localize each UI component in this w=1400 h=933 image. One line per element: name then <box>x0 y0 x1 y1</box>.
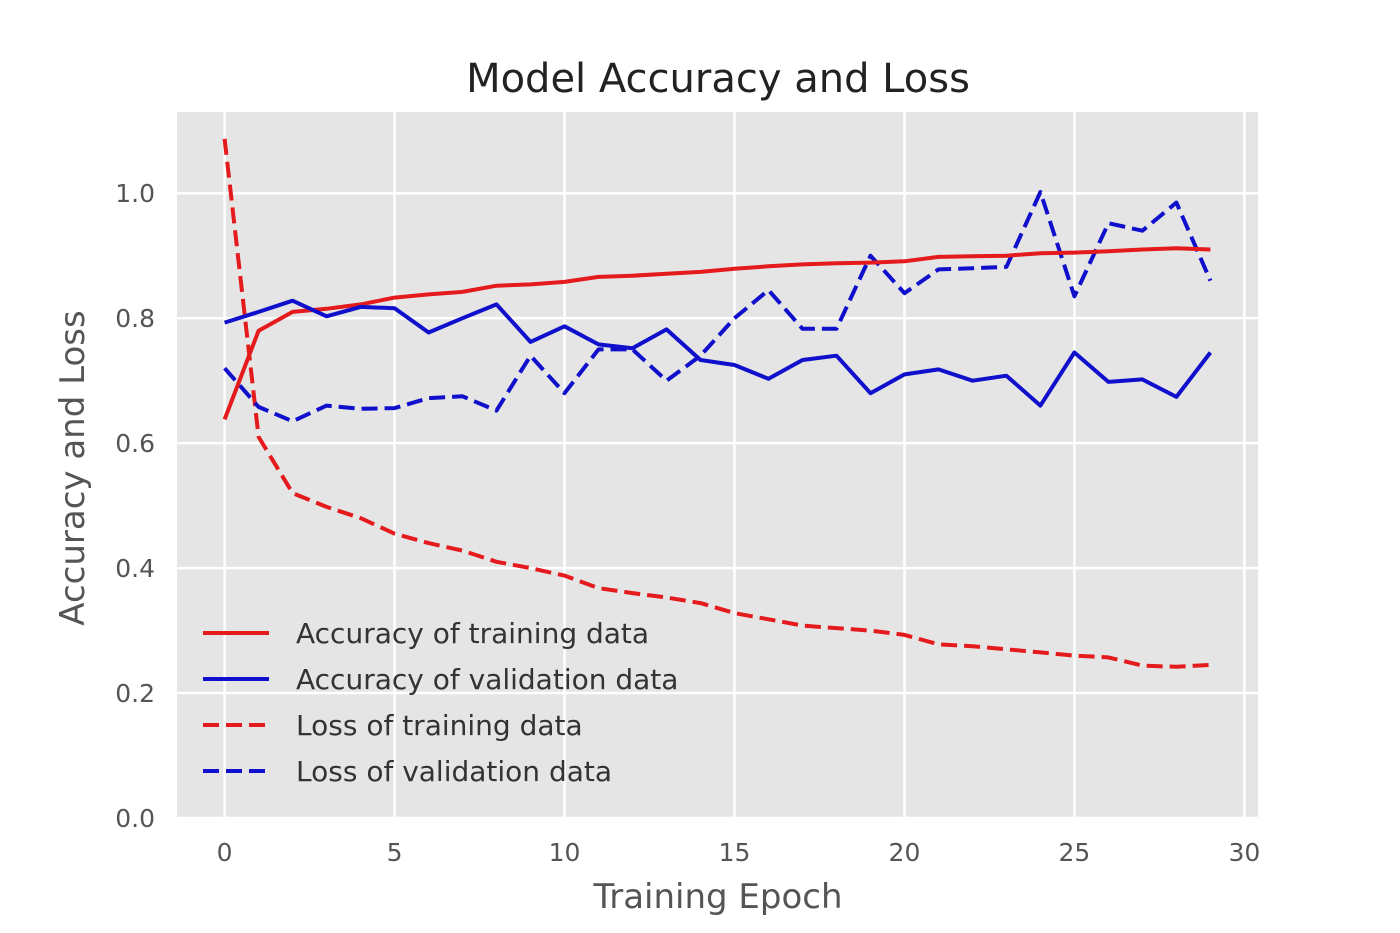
series-line-4 <box>223 190 1213 424</box>
y-tick-label: 0.4 <box>115 554 155 583</box>
y-axis-label: Accuracy and Loss <box>53 310 93 625</box>
y-tick-label: 0.2 <box>115 679 155 708</box>
plot-area <box>177 112 1258 818</box>
y-tick-label: 0.0 <box>115 804 155 833</box>
x-tick-label: 5 <box>387 838 403 867</box>
legend-label-3: Loss of training data <box>296 709 583 742</box>
grid <box>177 112 1258 820</box>
y-tick-label: 0.8 <box>115 304 155 333</box>
x-tick-label: 15 <box>719 838 751 867</box>
x-tick-label: 0 <box>217 838 233 867</box>
legend: Accuracy of training data Accuracy of val… <box>203 617 678 788</box>
x-tick-label: 25 <box>1059 838 1091 867</box>
chart-title: Model Accuracy and Loss <box>466 56 970 102</box>
y-tick-label: 1.0 <box>115 179 155 208</box>
series-line-3 <box>222 138 1211 669</box>
series-line-1 <box>222 246 1211 421</box>
x-tick-label: 20 <box>889 838 921 867</box>
x-axis-label: Training Epoch <box>592 877 842 917</box>
x-tick-label: 10 <box>549 838 581 867</box>
legend-label-2: Accuracy of validation data <box>296 663 678 696</box>
series-layer <box>222 138 1213 669</box>
x-ticks: 0 5 10 15 20 25 30 <box>217 838 1261 867</box>
x-tick-label: 30 <box>1228 838 1260 867</box>
series-line-2 <box>223 298 1212 408</box>
y-tick-label: 0.6 <box>115 429 155 458</box>
y-ticks: 0.0 0.2 0.4 0.6 0.8 1.0 <box>115 179 155 833</box>
legend-label-4: Loss of validation data <box>296 755 612 788</box>
legend-label-1: Accuracy of training data <box>296 617 649 650</box>
